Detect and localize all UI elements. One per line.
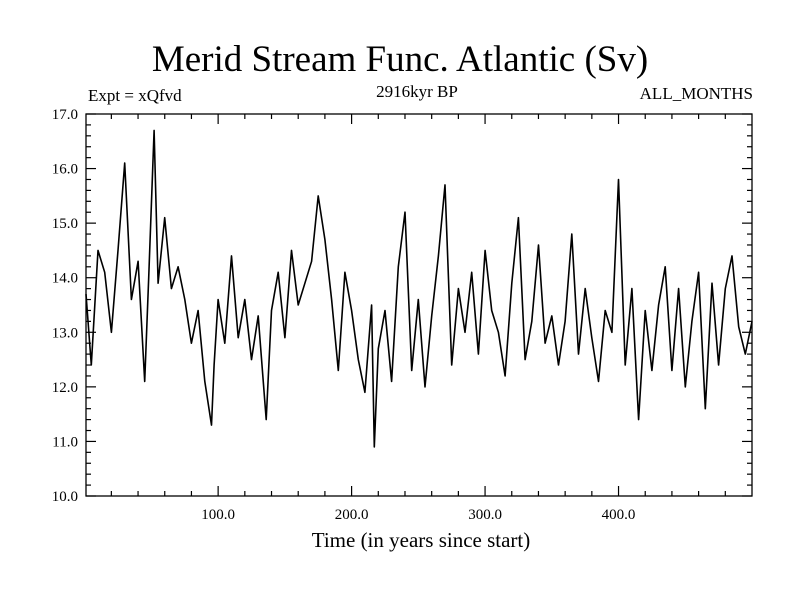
x-tick-label: 200.0 <box>335 507 369 523</box>
y-tick-label: 12.0 <box>52 380 78 396</box>
chart-title: Merid Stream Func. Atlantic (Sv) <box>151 39 649 80</box>
plot-frame <box>85 113 753 497</box>
x-tick-label: 300.0 <box>468 507 502 523</box>
y-tick-label: 17.0 <box>52 107 78 123</box>
period-label: 2916kyr BP <box>376 82 458 101</box>
y-tick-label: 15.0 <box>52 216 78 232</box>
x-axis-label: Time (in years since start) <box>311 528 531 552</box>
y-tick-label: 11.0 <box>52 434 78 450</box>
tick-labels: 10.0 11.0 12.0 13.0 14.0 15.0 16.0 17.0 100.0 200… <box>52 107 636 523</box>
experiment-label: Expt = xQfvd <box>88 86 182 105</box>
y-tick-label: 14.0 <box>52 271 78 287</box>
x-tick-label: 100.0 <box>201 507 235 523</box>
y-tick-label: 10.0 <box>52 489 78 505</box>
months-label: ALL_MONTHS <box>639 84 753 103</box>
y-tick-label: 13.0 <box>52 325 78 341</box>
y-tick-label: 16.0 <box>52 162 78 178</box>
x-tick-label: 400.0 <box>602 507 636 523</box>
series-line <box>85 129 753 448</box>
